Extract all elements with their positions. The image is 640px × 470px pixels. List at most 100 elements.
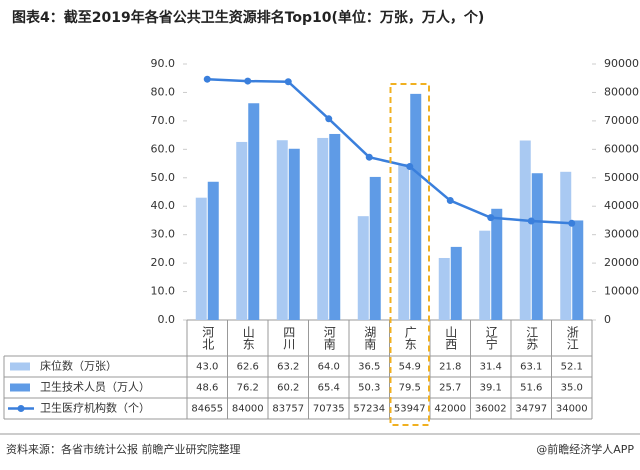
table-cell: 34797 xyxy=(515,404,547,415)
line-point xyxy=(446,197,454,205)
bar xyxy=(450,246,462,320)
bar xyxy=(207,181,219,320)
bar xyxy=(560,171,572,320)
source-note: 资料来源：各省市统计公报 前瞻产业研究院整理 xyxy=(6,442,241,456)
line-point xyxy=(568,219,576,227)
x-tick-label: 湖南 xyxy=(363,325,377,350)
table-cell: 21.8 xyxy=(439,362,461,373)
x-tick-label: 河南 xyxy=(322,326,336,350)
table-cell: 60.2 xyxy=(277,383,299,394)
bar xyxy=(329,133,341,320)
line-point xyxy=(244,77,252,85)
table-cell: 36002 xyxy=(475,404,507,415)
bar xyxy=(369,176,381,320)
y-tick-label: 40.0 xyxy=(151,199,176,212)
line-point xyxy=(406,163,414,171)
line-point xyxy=(487,214,495,222)
table-cell: 43.0 xyxy=(196,362,218,373)
bar xyxy=(276,140,288,320)
y2-tick-label: 50000 xyxy=(604,171,639,184)
table-cell: 52.1 xyxy=(561,362,583,373)
y2-tick-label: 90000 xyxy=(604,57,639,70)
highlight-box xyxy=(389,83,430,426)
table-cell: 34000 xyxy=(556,404,588,415)
y2-tick-label: 60000 xyxy=(604,142,639,155)
bar xyxy=(519,140,531,320)
line-point xyxy=(284,78,292,86)
y2-tick-label: 70000 xyxy=(604,114,639,127)
legend-label: 卫生医疗机构数（个） xyxy=(40,401,150,415)
y-tick-label: 10.0 xyxy=(151,285,176,298)
bar xyxy=(398,163,410,320)
x-tick-label: 辽宁 xyxy=(484,326,498,350)
table-cell: 65.4 xyxy=(318,383,340,394)
legend-swatch xyxy=(10,362,30,371)
bar xyxy=(410,93,422,320)
y2-tick-label: 10000 xyxy=(604,285,639,298)
legend-label: 卫生技术人员（万人） xyxy=(40,380,150,394)
bar xyxy=(572,220,584,320)
line-point xyxy=(325,115,333,123)
table-cell: 64.0 xyxy=(318,362,340,373)
table-cell: 42000 xyxy=(434,404,466,415)
y2-tick-label: 30000 xyxy=(604,228,639,241)
credit: @前瞻经济学人APP xyxy=(536,442,634,456)
x-tick-label: 浙江 xyxy=(565,326,579,350)
table-cell: 76.2 xyxy=(237,383,259,394)
legend-dot xyxy=(17,405,25,412)
table-cell: 39.1 xyxy=(480,383,502,394)
table-cell: 25.7 xyxy=(439,383,461,394)
legend-label: 床位数（万张） xyxy=(40,359,117,373)
table-cell: 50.3 xyxy=(358,383,380,394)
table-cell: 62.6 xyxy=(237,362,259,373)
y2-tick-label: 40000 xyxy=(604,199,639,212)
x-tick-label: 四川 xyxy=(282,326,296,350)
x-tick-label: 山西 xyxy=(444,326,458,350)
bar xyxy=(195,197,207,320)
bar xyxy=(531,173,543,320)
bar xyxy=(248,103,260,321)
bar xyxy=(357,216,369,320)
x-tick-label: 河北 xyxy=(201,326,215,351)
bar xyxy=(317,137,329,320)
x-tick-label: 广东 xyxy=(403,326,417,350)
table-cell: 79.5 xyxy=(399,383,421,394)
bar xyxy=(491,208,503,320)
table-cell: 83757 xyxy=(272,404,304,415)
table-cell: 57234 xyxy=(353,404,385,415)
table-cell: 84655 xyxy=(191,404,223,415)
table-cell: 48.6 xyxy=(196,383,218,394)
table-cell: 54.9 xyxy=(399,362,421,373)
y-tick-label: 80.0 xyxy=(151,85,176,98)
line-point xyxy=(527,217,535,225)
table-cell: 36.5 xyxy=(358,362,380,373)
y-tick-label: 20.0 xyxy=(151,256,176,269)
x-tick-label: 江苏 xyxy=(525,326,539,350)
y2-tick-label: 80000 xyxy=(604,85,639,98)
table-cell: 31.4 xyxy=(480,362,502,373)
y2-tick-label: 0 xyxy=(604,313,611,326)
legend-swatch xyxy=(10,383,30,392)
table-cell: 35.0 xyxy=(561,383,583,394)
y-tick-label: 50.0 xyxy=(151,171,176,184)
bar xyxy=(438,257,450,320)
table-cell: 84000 xyxy=(232,404,264,415)
table-cell: 70735 xyxy=(313,404,345,415)
table-cell: 51.6 xyxy=(520,383,542,394)
line-point xyxy=(203,75,211,83)
y2-tick-label: 20000 xyxy=(604,256,639,269)
y-tick-label: 60.0 xyxy=(151,142,176,155)
y-tick-label: 70.0 xyxy=(151,114,176,127)
table-cell: 63.1 xyxy=(520,362,542,373)
x-tick-label: 山东 xyxy=(241,326,255,350)
line-point xyxy=(365,153,373,161)
bar xyxy=(479,230,491,320)
bar xyxy=(288,148,300,320)
y-tick-label: 90.0 xyxy=(151,57,176,70)
y-tick-label: 30.0 xyxy=(151,228,176,241)
chart-title: 图表4：截至2019年各省公共卫生资源排名Top10(单位：万张，万人，个) xyxy=(12,9,484,26)
table-cell: 53947 xyxy=(394,404,426,415)
y-tick-label: 0.0 xyxy=(158,313,176,326)
table-cell: 63.2 xyxy=(277,362,299,373)
